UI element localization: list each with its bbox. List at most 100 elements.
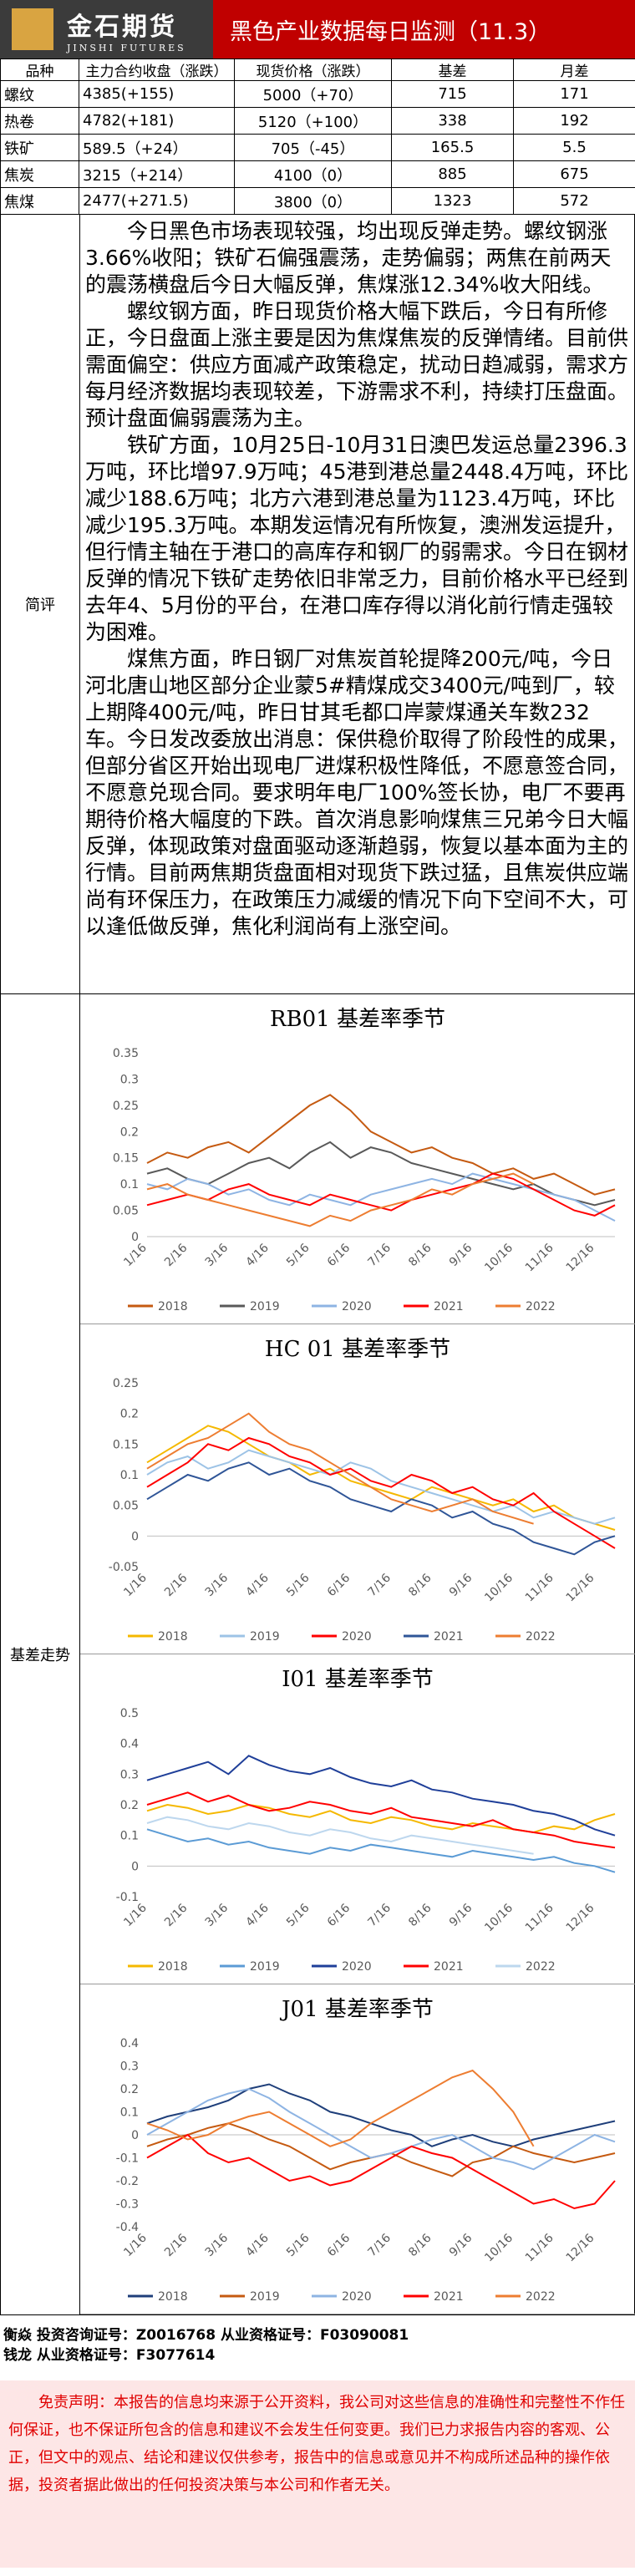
paragraph: 今日黑色市场表现较强，均出现反弹走势。螺纹钢涨3.66%收阳；铁矿石偏强震荡，走… bbox=[85, 219, 612, 297]
series-line bbox=[146, 1791, 616, 1849]
table-cell: 螺纹 bbox=[0, 80, 79, 108]
table-cell: 715 bbox=[391, 80, 514, 108]
charts: RB01 基差率季节 0 0.05 0.1 0.15 0.2 0.25 0.3 0.35 1/16… bbox=[80, 994, 635, 2314]
x-tick-label: 1/16 bbox=[121, 1901, 150, 1929]
y-tick-label: 0 bbox=[131, 1231, 139, 1244]
data-table: 品种 主力合约收盘（涨跌） 现货价格（涨跌） 基差 月差 螺纹 4385(+155) 500… bbox=[0, 58, 635, 215]
table-cell: 885 bbox=[391, 160, 514, 188]
series-line bbox=[146, 1094, 616, 1196]
y-tick-label: 0.2 bbox=[120, 2083, 139, 2096]
y-tick-label: 0 bbox=[131, 2129, 139, 2142]
table-cell: 338 bbox=[391, 107, 514, 135]
series-line bbox=[146, 2133, 616, 2210]
table-row: 螺纹 4385(+155) 5000（+70） 715 171 bbox=[0, 80, 635, 108]
table-cell: 675 bbox=[513, 160, 635, 188]
logo-en: JINSHI FUTURES bbox=[67, 42, 186, 53]
series-line bbox=[146, 1816, 534, 1855]
x-tick-label: 2/16 bbox=[162, 2231, 190, 2259]
x-tick-label: 5/16 bbox=[284, 1901, 312, 1929]
x-tick-label: 6/16 bbox=[325, 1901, 353, 1929]
header: 金石期货 JINSHI FUTURES 黑色产业数据每日监测（11.3） bbox=[0, 0, 635, 58]
legend-label: 2022 bbox=[526, 1630, 556, 1644]
series-line bbox=[146, 1425, 616, 1531]
table-cell: 171 bbox=[513, 80, 635, 108]
analysts: 衡焱 投资咨询证号：Z0016768 从业资格证号：F03090081 钱龙 从… bbox=[0, 2315, 635, 2374]
y-tick-label: 0.2 bbox=[120, 1125, 139, 1139]
table-cell: 589.5（+24） bbox=[79, 134, 235, 161]
analyst: 衡焱 投资咨询证号：Z0016768 从业资格证号：F03090081 bbox=[3, 2327, 409, 2344]
title: 黑色产业数据每日监测（11.3） bbox=[213, 0, 635, 58]
x-tick-label: 7/16 bbox=[365, 2231, 394, 2259]
series-line bbox=[146, 2087, 616, 2171]
y-tick-label: 0.2 bbox=[120, 1408, 139, 1421]
disclaimer: 免责声明：本报告的信息均来源于公开资料，我公司对这些信息的准确性和完整性不作任何… bbox=[0, 2380, 635, 2568]
x-tick-label: 9/16 bbox=[447, 1571, 475, 1599]
x-tick-label: 3/16 bbox=[203, 1241, 231, 1269]
x-tick-label: 2/16 bbox=[162, 1241, 190, 1269]
legend-label: 2021 bbox=[434, 1300, 464, 1313]
x-tick-label: 6/16 bbox=[325, 1241, 353, 1269]
table-cell: 1323 bbox=[391, 187, 514, 215]
basis-section: 基差走势 RB01 基差率季节 0 0.05 0.1 0.15 0.2 0.25 0.3 0.3… bbox=[0, 994, 635, 2315]
x-tick-label: 11/16 bbox=[523, 1901, 556, 1934]
table-cell: 5000（+70） bbox=[234, 80, 392, 108]
y-tick-label: 0.15 bbox=[113, 1438, 139, 1451]
y-tick-label: -0.1 bbox=[116, 1891, 139, 1904]
x-tick-label: 9/16 bbox=[447, 2231, 475, 2259]
y-tick-label: 0.1 bbox=[120, 1469, 139, 1482]
legend-label: 2020 bbox=[342, 1960, 372, 1974]
legend-label: 2020 bbox=[342, 1630, 372, 1644]
analyst: 钱龙 从业资格证号：F3077614 bbox=[3, 2347, 216, 2364]
x-tick-label: 7/16 bbox=[365, 1571, 394, 1599]
table-row: 热卷 4782(+181) 5120（+100） 338 192 bbox=[0, 107, 635, 135]
logo-text: 金石期货 bbox=[67, 12, 177, 42]
table-cell: 572 bbox=[513, 187, 635, 215]
table-body: 螺纹 4385(+155) 5000（+70） 715 171 热卷 4782(+181) 5… bbox=[0, 80, 635, 215]
chart: J01 基差率季节 -0.4 -0.3 -0.2 -0.1 0 0.1 0.2 0.3 0.4 1/… bbox=[80, 1997, 635, 2314]
basis-label: 基差走势 bbox=[1, 994, 80, 2314]
series-line bbox=[146, 1828, 616, 1873]
paragraph: 螺纹钢方面，昨日现货价格大幅下跌后，今日有所修正，今日盘面上涨主要是因为焦煤焦炭… bbox=[85, 299, 629, 430]
legend-label: 2019 bbox=[250, 1960, 280, 1974]
y-tick-label: 0.4 bbox=[120, 1738, 139, 1751]
table-cell: 4100（0） bbox=[234, 160, 392, 188]
y-tick-label: 0.3 bbox=[120, 1073, 139, 1086]
legend-label: 2018 bbox=[158, 1300, 188, 1313]
series-line bbox=[146, 2069, 535, 2147]
table-cell: 5120（+100） bbox=[234, 107, 392, 135]
x-tick-label: 8/16 bbox=[406, 2231, 434, 2259]
x-tick-label: 1/16 bbox=[121, 1571, 150, 1599]
table-header-cell: 基差 bbox=[391, 58, 514, 81]
series-line bbox=[146, 2122, 616, 2177]
table-cell: 705（-45） bbox=[234, 134, 392, 161]
series-line bbox=[146, 1449, 616, 1525]
series-line bbox=[146, 1755, 616, 1837]
chart: I01 基差率季节 -0.1 0 0.1 0.2 0.3 0.4 0.5 1/16 2/16 3/1… bbox=[80, 1667, 635, 1984]
legend-label: 2018 bbox=[158, 2290, 188, 2304]
table-cell: 铁矿 bbox=[0, 134, 79, 161]
table-cell: 焦煤 bbox=[0, 187, 79, 215]
x-tick-label: 11/16 bbox=[523, 1571, 556, 1604]
paragraph: 铁矿方面，10月25日-10月31日澳巴发运总量2396.3万吨，环比增97.9… bbox=[85, 433, 629, 644]
series-line bbox=[146, 1141, 616, 1207]
y-tick-label: 0.3 bbox=[120, 1768, 139, 1781]
y-tick-label: -0.4 bbox=[116, 2221, 139, 2234]
x-tick-label: 10/16 bbox=[482, 2231, 516, 2264]
x-tick-label: 5/16 bbox=[284, 2231, 312, 2259]
comment-label: 简评 bbox=[1, 215, 80, 993]
x-tick-label: 8/16 bbox=[406, 1901, 434, 1929]
x-tick-label: 4/16 bbox=[243, 1571, 272, 1599]
x-tick-label: 10/16 bbox=[482, 1241, 516, 1274]
chart: HC 01 基差率季节 -0.05 0 0.05 0.1 0.15 0.2 0.25 1/16 2… bbox=[80, 1337, 635, 1654]
legend-label: 2018 bbox=[158, 1630, 188, 1644]
legend-label: 2019 bbox=[250, 2290, 280, 2304]
table-cell: 165.5 bbox=[391, 134, 514, 161]
x-tick-label: 11/16 bbox=[523, 1241, 556, 1274]
legend-label: 2022 bbox=[526, 1300, 556, 1313]
legend-label: 2018 bbox=[158, 1960, 188, 1974]
table-cell: 4782(+181) bbox=[79, 107, 235, 135]
y-tick-label: 0 bbox=[131, 1860, 139, 1873]
x-tick-label: 10/16 bbox=[482, 1901, 516, 1934]
table-cell: 2477(+271.5) bbox=[79, 187, 235, 215]
